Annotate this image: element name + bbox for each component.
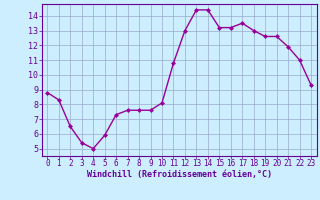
X-axis label: Windchill (Refroidissement éolien,°C): Windchill (Refroidissement éolien,°C) xyxy=(87,170,272,179)
